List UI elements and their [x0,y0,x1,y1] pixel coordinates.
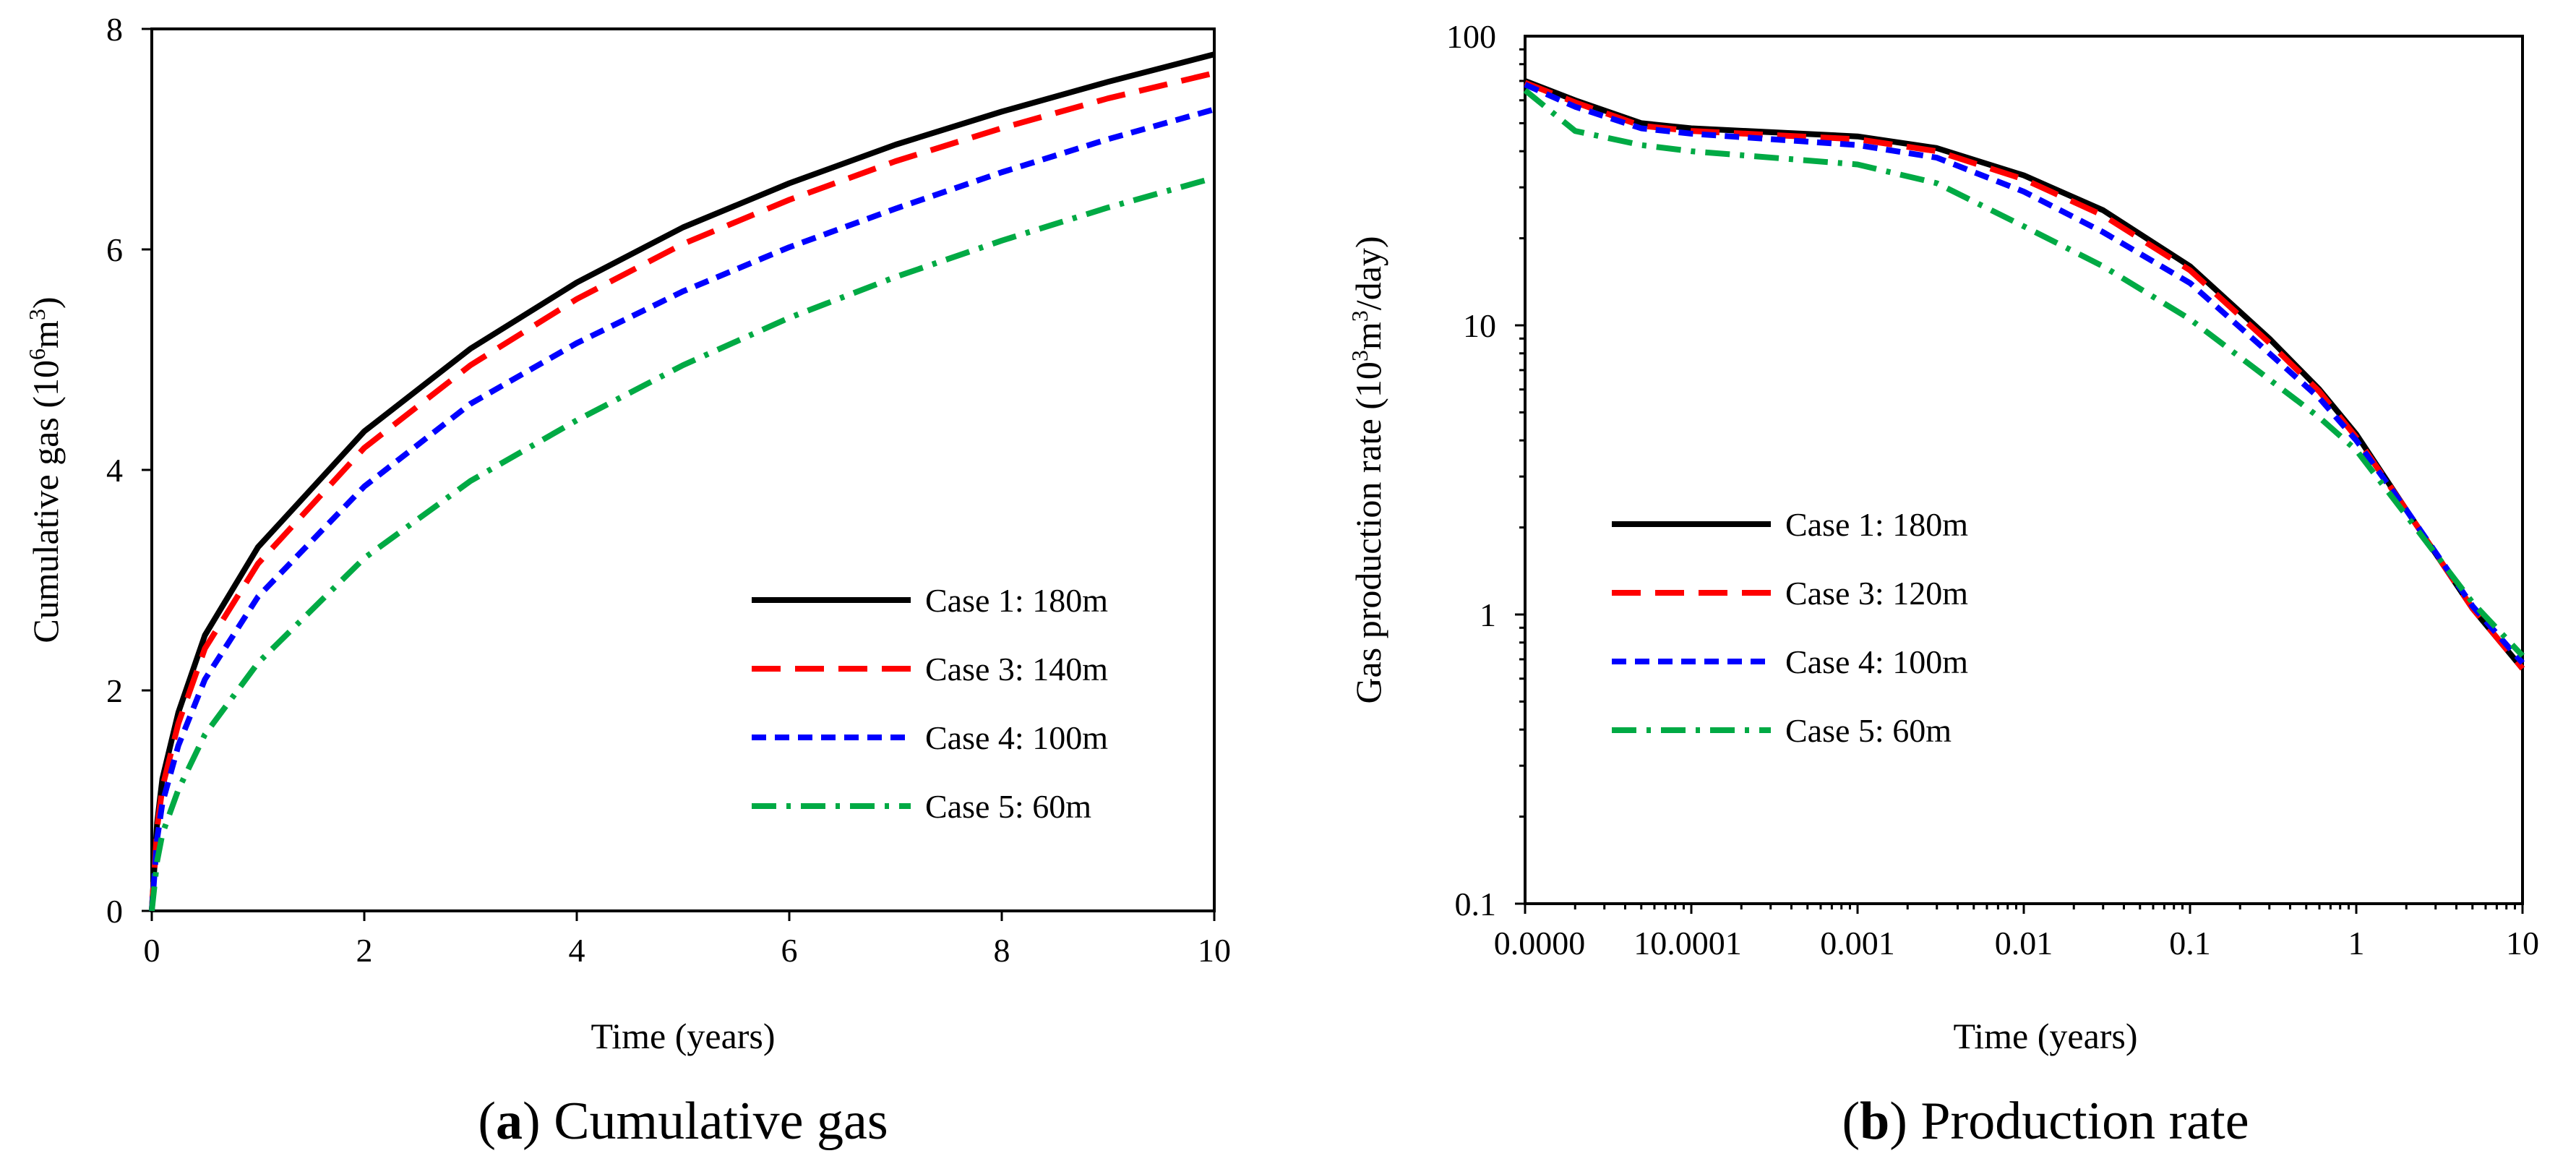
legend-label-case-1-180m: Case 1: 180m [1785,506,1968,543]
series-line-case-1-180m [1524,78,2525,671]
legend-label-case-5-60m: Case 5: 60m [925,788,1091,825]
panel-a-ticks: 0 2 4 6 8 10 0 2 4 6 8 [106,11,1231,969]
x-tick-label: 0.001 [1820,925,1895,962]
y-tick-label: 8 [106,11,123,48]
x-tick-label: 4 [569,932,585,969]
x-tick-label: 1 [2348,925,2365,962]
x-tick-label: 0.0000 [1494,925,1586,962]
x-tick-label: 10.0001 [1633,925,1742,962]
panel-b-legend: Case 1: 180m Case 3: 120m Case 4: 100m Case… [1612,506,1968,749]
series-line-case-1-180m [149,51,1216,912]
panel-b-series-lines [1523,78,2525,671]
panel-a-series-lines [149,51,1216,912]
y-tick-label: 0 [106,893,123,930]
panel-b-caption: (b) Production rate [1842,1092,2249,1151]
panel-b-x-axis-label: Time (years) [1953,1016,2137,1056]
x-tick-label: 2 [356,932,373,969]
panel-b-ticks: 0.0000 10.0001 0.001 0.01 0.1 1 10 0.1 1 10 100 [1446,18,2539,962]
y-tick-label: 6 [106,231,123,268]
x-tick-label: 10 [2506,925,2539,962]
x-tick-label: 10 [1198,932,1231,969]
x-tick-label: 0.01 [1995,925,2053,962]
series-line-case-4-100m [1524,82,2525,665]
y-tick-label: 10 [1463,307,1496,344]
panel-a-x-axis-label: Time (years) [591,1016,775,1056]
panel-a-plot-frame [150,27,1216,912]
y-tick-label: 100 [1446,18,1496,55]
x-tick-label: 8 [994,932,1010,969]
legend-label-case-5-60m: Case 5: 60m [1785,712,1952,749]
series-line-case-3-120m [1524,80,2525,671]
panel-b-y-axis-label: Gas production rate (103m3/day) [1347,236,1388,703]
y-tick-label: 0.1 [1455,886,1497,922]
legend-label-case-1-180m: Case 1: 180m [925,582,1108,619]
legend-label-case-4-100m: Case 4: 100m [925,719,1108,756]
series-line-case-5-60m [1523,87,2525,658]
x-tick-label: 0 [144,932,160,969]
x-tick-label: 0.1 [2169,925,2211,962]
y-tick-label: 4 [106,452,123,489]
panel-a-y-axis-label: Cumulative gas (106m3) [24,296,66,643]
panel-b-production-rate: 0.0000 10.0001 0.001 0.01 0.1 1 10 0.1 1 10 100 Ti… [1347,18,2539,1151]
series-line-case-5-60m [149,175,1216,912]
series-line-case-4-100m [149,106,1216,912]
panel-a-caption: (a) Cumulative gas [478,1092,888,1151]
legend-label-case-3-120m: Case 3: 120m [1785,575,1968,612]
y-tick-label: 2 [106,672,123,709]
x-tick-label: 6 [781,932,798,969]
panel-a-cumulative-gas: 0 2 4 6 8 10 0 2 4 6 8 Time (years) Cumulative gas… [24,11,1231,1151]
legend-label-case-3-140m: Case 3: 140m [925,651,1108,688]
y-tick-label: 1 [1480,596,1496,633]
legend-label-case-4-100m: Case 4: 100m [1785,643,1968,680]
panel-a-legend: Case 1: 180m Case 3: 140m Case 4: 100m Case… [752,582,1108,825]
series-line-case-3-140m [149,70,1215,912]
